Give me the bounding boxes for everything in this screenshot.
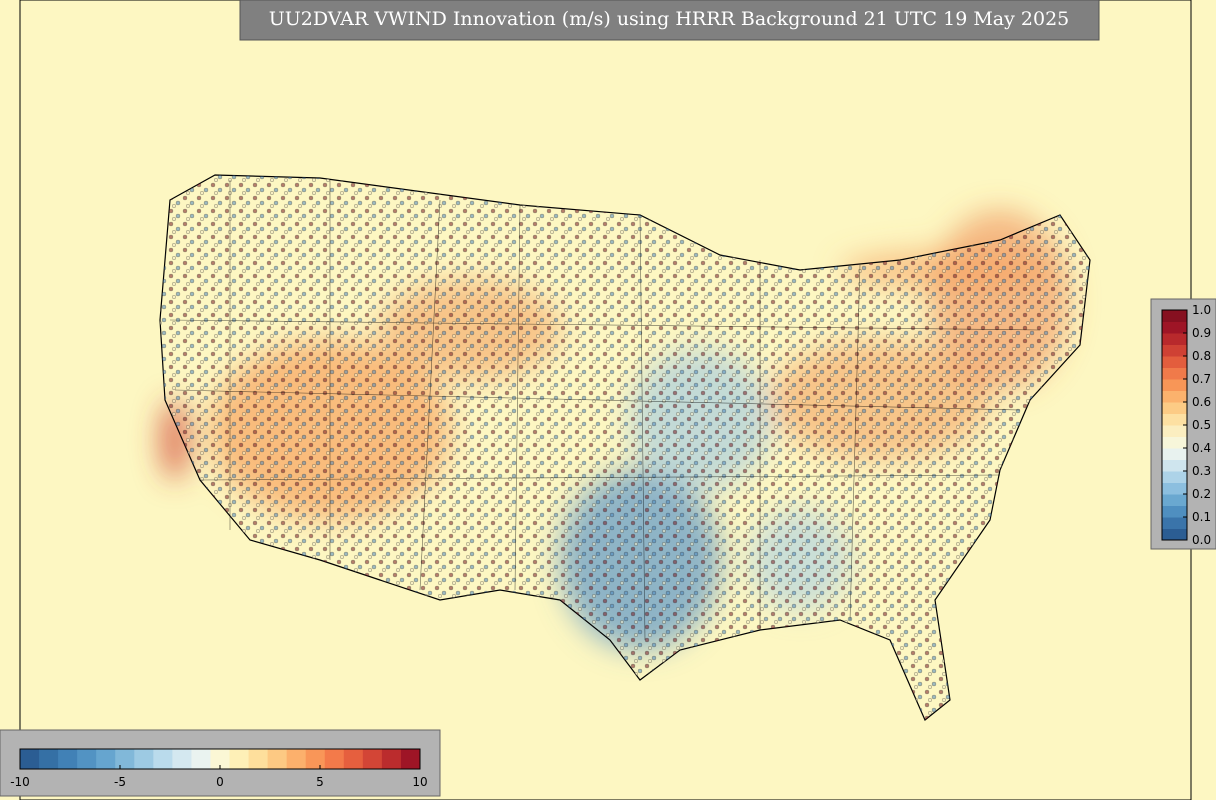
colorbar-segment	[324, 749, 345, 769]
colorbar2-tick-label: 1.0	[1192, 303, 1211, 317]
colorbar-tick-label: 10	[412, 775, 427, 789]
colorbar2-tick-label: 0.4	[1192, 441, 1211, 455]
colorbar2-segment	[1162, 321, 1187, 334]
title-box	[239, 0, 1100, 41]
colorbar: -10 -5 0 5 10	[10, 748, 428, 789]
colorbar2-segment	[1162, 344, 1187, 357]
colorbar-segment	[115, 749, 135, 769]
colorbar-tick-label: -10	[10, 775, 30, 789]
colorbar2-segment	[1162, 517, 1187, 529]
colorbar2-tick-label: 0.7	[1192, 372, 1211, 386]
colorbar-segment	[343, 749, 364, 769]
colorbar-segment	[267, 749, 288, 769]
colorbar2-segment	[1162, 367, 1187, 380]
colorbar2-segment	[1162, 310, 1187, 322]
colorbar-segment	[229, 749, 250, 769]
colorbar-segment	[191, 749, 211, 769]
colorbar2-segment	[1162, 402, 1187, 414]
colorbar2-segment	[1162, 356, 1187, 368]
colorbar2-segment	[1162, 482, 1187, 495]
colorbar-segment	[400, 749, 421, 769]
colorbar-segment	[210, 749, 231, 769]
colorbar2-segment	[1162, 333, 1187, 345]
colorbar2-tick-label: 0.0	[1192, 533, 1211, 547]
colorbar-segment	[286, 749, 307, 769]
colorbar-segment	[96, 749, 116, 769]
colorbar-segment	[20, 749, 40, 769]
colorbar-segment	[381, 749, 402, 769]
colorbar2-segment	[1162, 471, 1187, 483]
colorbar2-tick-label: 0.8	[1192, 349, 1211, 363]
colorbar-tick-label: -5	[114, 775, 126, 789]
colorbar2-segment	[1162, 425, 1187, 437]
colorbar2-tick-label: 0.6	[1192, 395, 1211, 409]
colorbar-segment	[77, 749, 97, 769]
colorbar-segment	[172, 749, 192, 769]
colorbar-segment	[39, 749, 59, 769]
colorbar-segment	[153, 749, 173, 769]
colorbar2-tick-label: 0.2	[1192, 487, 1211, 501]
colorbar2-segment	[1162, 448, 1187, 460]
colorbar2-segment	[1162, 436, 1187, 449]
colorbar2-segment	[1162, 413, 1187, 426]
colorbar2: 0.0 0.1 0.2 0.3 0.4 0.5 0.6 0.7 0.8 0.9 1.0	[1161, 303, 1211, 547]
colorbar-tick-label: 0	[216, 775, 224, 789]
colorbar2-tick-label: 0.3	[1192, 464, 1211, 478]
colorbar2-tick-label: 0.5	[1192, 418, 1211, 432]
colorbar2-segment	[1162, 528, 1187, 541]
colorbar-segment	[305, 749, 326, 769]
colorbar2-tick-label: 0.1	[1192, 510, 1211, 524]
colorbar2-tick-label: 0.9	[1192, 326, 1211, 340]
colorbar-segment	[58, 749, 78, 769]
colorbar-segment	[248, 749, 269, 769]
colorbar-segment	[362, 749, 383, 769]
colorbar2-segment	[1162, 379, 1187, 391]
colorbar2-segment	[1162, 505, 1187, 518]
colorbar-tick-label: 5	[316, 775, 324, 789]
colorbar-segment	[134, 749, 154, 769]
state-borders	[169, 180, 1041, 641]
colorbar2-segment	[1162, 494, 1187, 506]
colorbar2-segment	[1162, 459, 1187, 472]
colorbar2-segment	[1162, 390, 1187, 403]
title: UU2DVAR VWIND Innovation (m/s) using HRR…	[269, 8, 1070, 30]
